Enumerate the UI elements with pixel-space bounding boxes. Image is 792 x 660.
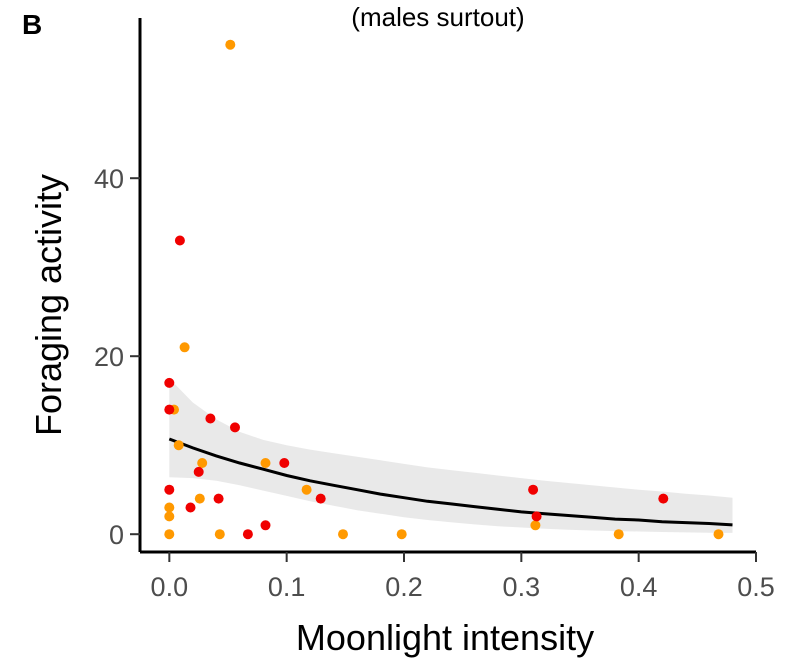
x-axis-ticks: 0.0 0.1 0.2 0.3 0.4 0.5 — [151, 552, 775, 602]
data-point-s1-14 — [531, 511, 542, 522]
y-tick-label-0: 0 — [109, 520, 124, 550]
data-point-s0-11 — [214, 529, 225, 540]
data-point-s1-10 — [185, 502, 196, 513]
data-point-s0-14 — [530, 520, 541, 531]
data-point-s0-8 — [164, 502, 175, 513]
plot-area — [164, 39, 733, 540]
data-point-s1-4 — [230, 422, 240, 433]
x-tick-label-1: 0.1 — [268, 572, 306, 602]
x-tick-label-2: 0.2 — [385, 572, 423, 602]
data-point-s0-6 — [301, 484, 312, 495]
data-point-s1-2 — [164, 404, 175, 415]
chart-subtitle: (males surtout) — [351, 2, 524, 32]
panel-label: B — [22, 9, 42, 40]
data-point-s0-0 — [225, 39, 236, 50]
y-axis-ticks: 0 20 40 — [94, 164, 140, 550]
data-point-s0-10 — [164, 529, 175, 540]
data-point-s0-4 — [197, 458, 208, 468]
x-tick-label-0: 0.0 — [151, 572, 189, 602]
x-tick-label-5: 0.5 — [737, 572, 775, 602]
data-point-s0-16 — [713, 529, 724, 540]
x-tick-label-3: 0.3 — [503, 572, 541, 602]
data-point-s1-0 — [174, 235, 185, 246]
data-point-s1-7 — [164, 484, 175, 495]
y-tick-label-2: 40 — [94, 164, 124, 194]
data-point-s0-1 — [179, 342, 190, 353]
fit-line — [168, 437, 733, 527]
data-point-s0-12 — [338, 529, 348, 540]
data-point-s1-11 — [260, 520, 271, 531]
data-point-s1-1 — [164, 377, 175, 388]
data-point-s1-15 — [658, 493, 669, 504]
data-point-s0-3 — [173, 440, 184, 451]
x-axis-title: Moonlight intensity — [296, 617, 594, 658]
data-point-s1-3 — [205, 413, 216, 424]
confidence-ribbon — [169, 378, 733, 533]
x-tick-label-4: 0.4 — [620, 572, 658, 602]
data-point-s1-13 — [528, 484, 539, 495]
data-point-s1-9 — [315, 493, 326, 504]
data-point-s0-7 — [194, 493, 205, 504]
data-point-s1-8 — [213, 493, 224, 504]
data-point-s1-6 — [193, 466, 204, 477]
y-axis-title: Foraging activity — [28, 174, 69, 436]
y-tick-label-1: 20 — [94, 342, 124, 372]
data-point-s0-9 — [164, 511, 175, 522]
data-point-s1-12 — [242, 529, 253, 540]
data-point-s0-15 — [613, 529, 624, 540]
data-points — [164, 39, 724, 540]
data-point-s1-5 — [279, 458, 290, 468]
data-point-s0-13 — [396, 529, 407, 540]
data-point-s0-5 — [260, 458, 271, 468]
